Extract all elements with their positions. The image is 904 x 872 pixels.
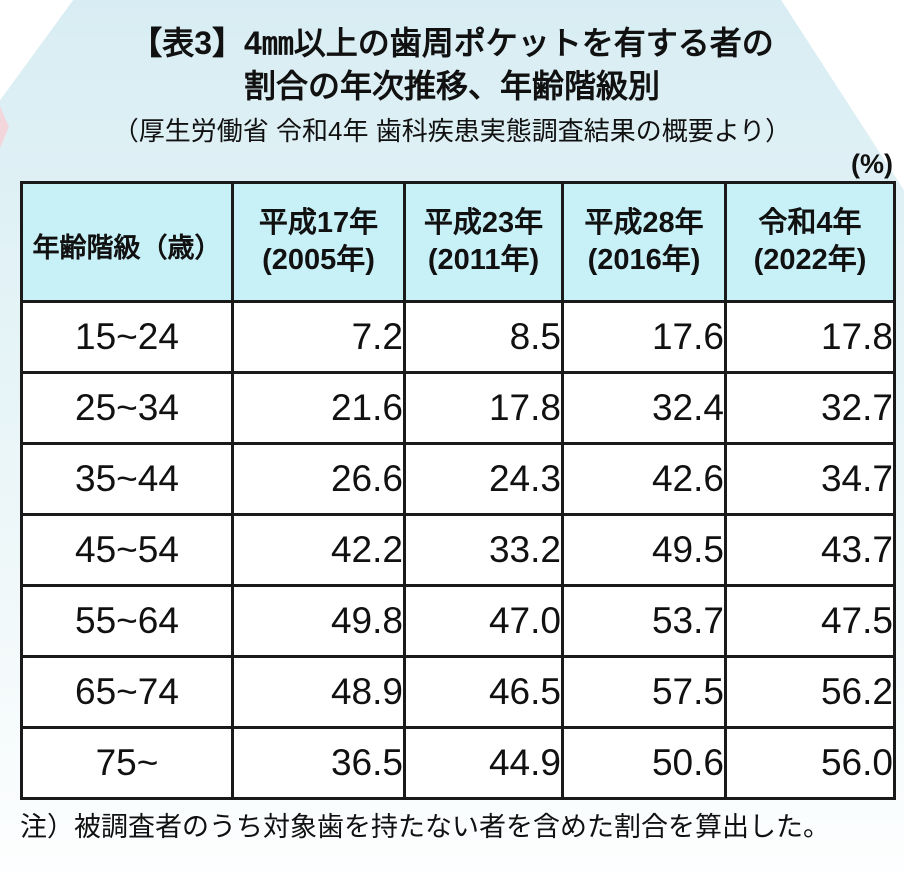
age-cell: 25~34 [20,371,234,445]
value-cell: 7.2 [231,300,406,374]
table-row: 25~34 21.6 17.8 32.4 32.7 [20,371,896,445]
table-row: 75~ 36.5 44.9 50.6 56.0 [20,726,896,800]
age-cell: 15~24 [20,300,234,374]
year-label: (2016年) [587,244,701,276]
value-cell: 33.2 [403,513,564,587]
unit-label: (%) [851,149,893,179]
value-cell: 17.8 [403,371,564,445]
value-cell: 42.6 [561,442,727,516]
value-cell: 36.5 [231,726,406,800]
year-label: (2005年) [262,244,375,276]
value-cell: 57.5 [561,655,727,729]
footnote: 注）被調査者のうち対象歯を持たない者を含めた割合を算出した。 [20,812,830,842]
value-cell: 24.3 [403,442,564,516]
value-cell: 26.6 [231,442,406,516]
age-cell: 35~44 [20,442,234,516]
value-cell: 47.5 [724,584,896,658]
value-cell: 56.2 [724,655,896,729]
content-area: 【表3】4㎜以上の歯周ポケットを有する者の 割合の年次推移、年齢階級別 （厚生労… [0,22,904,843]
era-label: 平成17年 [258,207,379,239]
value-cell: 47.0 [403,584,564,658]
value-cell: 32.7 [724,371,896,445]
value-cell: 42.2 [231,513,406,587]
value-cell: 21.6 [231,371,406,445]
year-label: (2011年) [427,244,540,276]
value-cell: 56.0 [724,726,896,800]
col-header-h28: 平成28年 (2016年) [561,181,727,303]
value-cell: 17.8 [724,300,896,374]
age-cell: 65~74 [20,655,234,729]
year-label: (2022年) [753,244,867,276]
value-cell: 8.5 [403,300,564,374]
pink-accent-shape [0,106,9,148]
age-cell: 75~ [20,726,234,800]
col-header-age: 年齢階級（歳） [20,181,234,303]
title-line-2: 割合の年次推移、年齢階級別 [243,68,660,104]
header-row: 年齢階級（歳） 平成17年 (2005年) 平成23年 (2011年) 平成28… [20,181,896,303]
table-row: 15~24 7.2 8.5 17.6 17.8 [20,300,896,374]
table-row: 35~44 26.6 24.3 42.6 34.7 [20,442,896,516]
value-cell: 43.7 [724,513,896,587]
value-cell: 49.5 [561,513,727,587]
col-header-h23: 平成23年 (2011年) [403,181,564,303]
page-title: 【表3】4㎜以上の歯周ポケットを有する者の 割合の年次推移、年齢階級別 [0,22,904,108]
value-cell: 34.7 [724,442,896,516]
title-line-1: 【表3】4㎜以上の歯周ポケットを有する者の [130,25,774,61]
value-cell: 49.8 [231,584,406,658]
era-label: 平成28年 [584,207,704,239]
era-label: 令和4年 [758,207,862,239]
age-cell: 55~64 [20,584,234,658]
value-cell: 50.6 [561,726,727,800]
value-cell: 46.5 [403,655,564,729]
value-cell: 48.9 [231,655,406,729]
table-row: 65~74 48.9 46.5 57.5 56.2 [20,655,896,729]
era-label: 平成23年 [423,207,544,239]
data-table: 年齢階級（歳） 平成17年 (2005年) 平成23年 (2011年) 平成28… [20,181,896,800]
value-cell: 44.9 [403,726,564,800]
value-cell: 53.7 [561,584,727,658]
source-caption: （厚生労働省 令和4年 歯科疾患実態調査結果の概要より） [112,116,792,146]
table-row: 45~54 42.2 33.2 49.5 43.7 [20,513,896,587]
col-header-h17: 平成17年 (2005年) [231,181,406,303]
age-cell: 45~54 [20,513,234,587]
table-row: 55~64 49.8 47.0 53.7 47.5 [20,584,896,658]
value-cell: 17.6 [561,300,727,374]
value-cell: 32.4 [561,371,727,445]
col-header-r4: 令和4年 (2022年) [724,181,896,303]
